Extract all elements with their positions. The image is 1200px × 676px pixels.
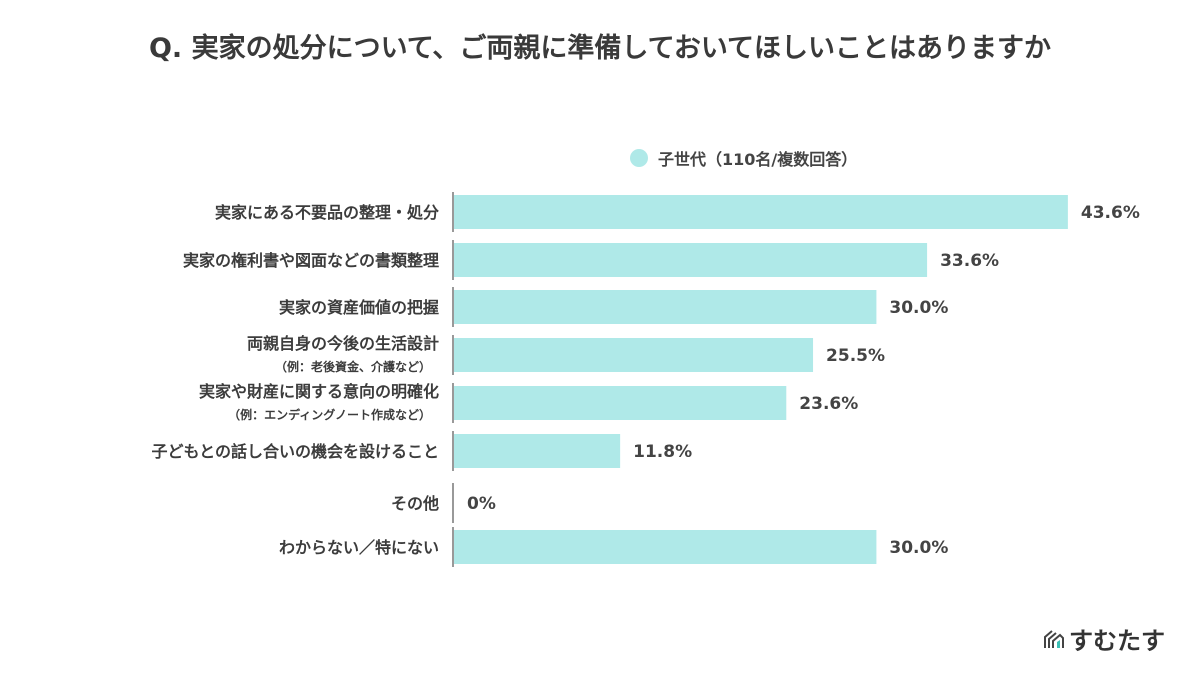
value-label: 33.6% — [940, 251, 999, 271]
value-label: 25.5% — [826, 346, 885, 366]
value-label: 30.0% — [889, 298, 948, 318]
bar — [454, 434, 621, 468]
category-label: 両親自身の今後の生活設計 — [247, 334, 439, 353]
value-label: 30.0% — [889, 538, 948, 558]
logo-text: すむたす — [1069, 627, 1165, 655]
bar — [454, 290, 877, 324]
category-label: その他 — [391, 494, 439, 513]
value-label: 23.6% — [799, 394, 858, 414]
legend: 子世代（110名/複数回答） — [630, 146, 857, 170]
value-label: 43.6% — [1081, 203, 1140, 223]
value-label: 11.8% — [633, 442, 692, 462]
bar — [454, 338, 814, 372]
legend-swatch — [630, 149, 648, 167]
bar — [454, 195, 1068, 229]
category-label: 実家の資産価値の把握 — [279, 298, 439, 317]
brand-logo: すむたす — [1043, 621, 1165, 656]
category-note: （例：エンディングノート作成など） — [228, 407, 431, 422]
house-logo-icon — [1044, 629, 1064, 648]
category-label: わからない／特にない — [279, 538, 439, 557]
bar — [454, 386, 787, 420]
bar — [454, 530, 877, 564]
legend-label: 子世代（110名/複数回答） — [658, 150, 858, 169]
chart-title: Q. 実家の処分について、ご両親に準備しておいてほしいことはありますか — [148, 33, 1052, 64]
category-label: 実家の権利書や図面などの書類整理 — [183, 251, 439, 270]
category-label: 子どもとの話し合いの機会を設けること — [151, 442, 439, 461]
category-label: 実家や財産に関する意向の明確化 — [199, 382, 439, 401]
category-label: 実家にある不要品の整理・処分 — [215, 203, 439, 222]
value-label: 0% — [467, 494, 496, 514]
category-note: （例：老後資金、介護など） — [275, 359, 431, 374]
bar — [454, 243, 928, 277]
